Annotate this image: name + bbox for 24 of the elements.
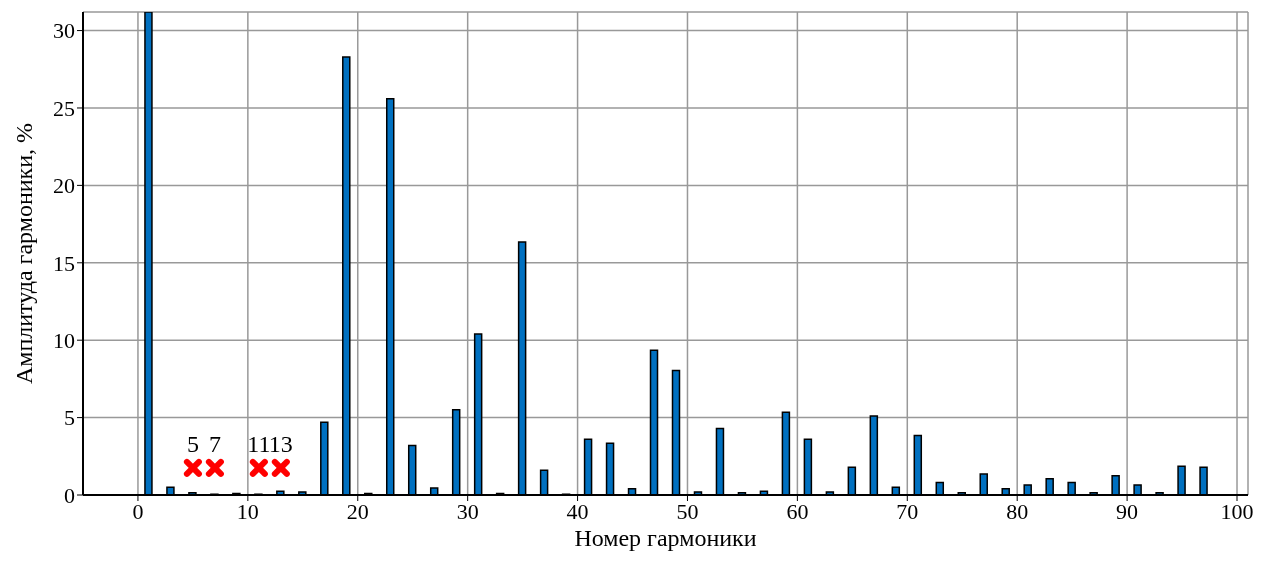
- x-tick-label: 30: [456, 498, 479, 524]
- y-axis-title: Амплитуда гармоники, %: [11, 122, 37, 385]
- y-tick-label: 30: [53, 18, 75, 44]
- annotation: 11: [247, 430, 271, 457]
- x-axis-title: Номер гармоники: [574, 525, 757, 551]
- x-tick-label: 90: [1116, 498, 1139, 524]
- annotation: 5: [186, 430, 199, 457]
- annotation: 13: [268, 430, 293, 457]
- y-tick-label: 25: [53, 95, 75, 121]
- annotation: 7: [208, 430, 221, 457]
- x-tick-label: 40: [566, 498, 589, 524]
- y-tick-label: 15: [53, 250, 75, 276]
- y-tick-label: 5: [64, 405, 75, 431]
- y-tick-label: 0: [64, 482, 75, 508]
- x-tick-label: 20: [346, 498, 369, 524]
- x-tick-label: 100: [1220, 498, 1254, 524]
- x-tick-label: 60: [786, 498, 809, 524]
- x-tick-label: 70: [896, 498, 919, 524]
- x-tick-label: 10: [236, 498, 259, 524]
- x-tick-label: 50: [676, 498, 699, 524]
- y-tick-label: 20: [53, 173, 75, 199]
- y-tick-label: 10: [53, 328, 75, 353]
- x-tick-label: 0: [132, 498, 144, 524]
- x-tick-label: 80: [1006, 498, 1029, 524]
